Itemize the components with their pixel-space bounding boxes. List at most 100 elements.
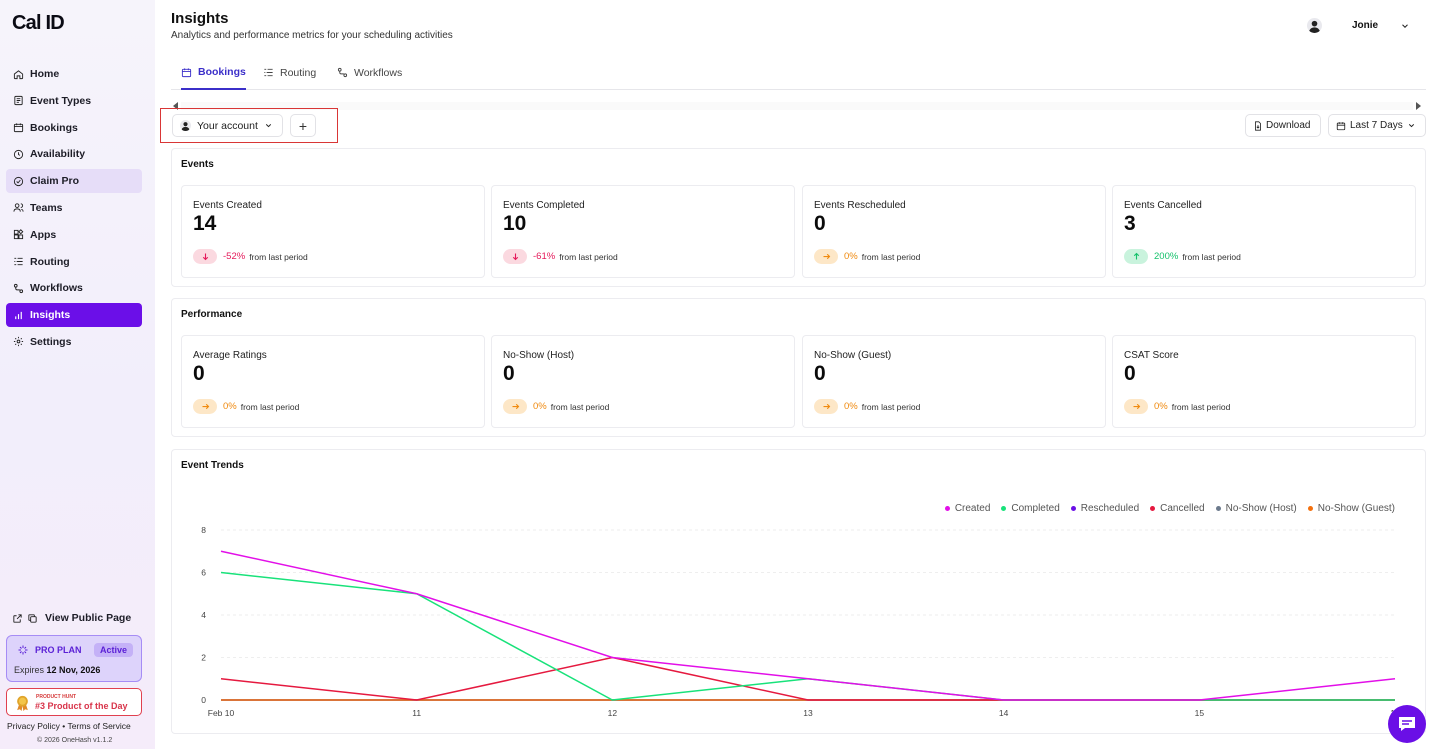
sidebar-item-label: Teams bbox=[30, 201, 63, 214]
stat-value: 0 bbox=[1124, 362, 1136, 385]
sidebar-item-label: Event Types bbox=[30, 94, 92, 107]
sidebar-item-settings[interactable]: Settings bbox=[6, 330, 142, 354]
stat-value: 3 bbox=[1124, 212, 1136, 235]
app-logo[interactable]: Cal ID bbox=[12, 12, 65, 34]
section-title: Events bbox=[181, 159, 214, 170]
x-tick-label: 15 bbox=[1195, 708, 1205, 718]
legend-dot bbox=[1150, 506, 1156, 511]
stat-pct: -52% bbox=[223, 251, 246, 262]
legend-item[interactable]: Rescheduled bbox=[1070, 503, 1139, 514]
sidebar-item-event-types[interactable]: Event Types bbox=[6, 89, 142, 113]
calendar-icon bbox=[1336, 121, 1346, 130]
stat-card-events-completed: Events Completed 10 -61% from last perio… bbox=[491, 185, 795, 278]
horizontal-scrollbar[interactable] bbox=[181, 102, 1413, 110]
user-name: Jonie bbox=[1352, 20, 1379, 31]
stat-delta: 0% from last period bbox=[814, 249, 920, 264]
performance-section: Performance Average Ratings 0 0% from la… bbox=[171, 298, 1426, 437]
workflow-icon bbox=[337, 67, 348, 78]
sidebar-item-home[interactable]: Home bbox=[6, 62, 142, 86]
plan-status-badge: Active bbox=[93, 643, 133, 657]
tab-workflows[interactable]: Workflows bbox=[337, 56, 402, 89]
copy-icon[interactable] bbox=[27, 613, 38, 624]
sidebar-item-teams[interactable]: Teams bbox=[6, 196, 142, 220]
scroll-right-arrow[interactable] bbox=[1416, 102, 1421, 110]
legend-item[interactable]: Completed bbox=[1001, 503, 1060, 514]
chat-support-button[interactable] bbox=[1388, 705, 1426, 743]
stat-value: 10 bbox=[503, 212, 527, 235]
user-menu[interactable]: Jonie bbox=[1307, 18, 1410, 33]
stat-label: Events Created bbox=[193, 200, 262, 211]
legend-item[interactable]: No-Show (Guest) bbox=[1307, 503, 1395, 514]
stat-value: 0 bbox=[503, 362, 515, 385]
stat-suffix: from last period bbox=[1171, 401, 1231, 412]
stat-value: 0 bbox=[193, 362, 205, 385]
external-link-icon bbox=[13, 613, 22, 623]
stat-label: Events Completed bbox=[503, 200, 585, 211]
arrow-down-icon bbox=[512, 253, 518, 261]
arrow-right-icon bbox=[202, 403, 209, 410]
arrow-up-icon bbox=[1133, 252, 1139, 260]
view-public-page-link[interactable]: View Public Page bbox=[12, 612, 131, 624]
stat-label: Events Rescheduled bbox=[814, 200, 906, 211]
stat-card-events-cancelled: Events Cancelled 3 200% from last period bbox=[1112, 185, 1416, 278]
avatar bbox=[180, 120, 191, 131]
y-tick-label: 0 bbox=[201, 695, 206, 705]
x-tick-label: 11 bbox=[412, 708, 421, 718]
trend-pill bbox=[503, 249, 527, 264]
stat-pct: 0% bbox=[844, 401, 858, 412]
legend-dot bbox=[1001, 506, 1007, 511]
x-tick-label: Feb 10 bbox=[208, 708, 235, 718]
sidebar-item-bookings[interactable]: Bookings bbox=[6, 116, 142, 140]
product-hunt-label: PRODUCT HUNT bbox=[36, 694, 76, 700]
download-icon bbox=[1255, 120, 1261, 131]
legend-item[interactable]: Cancelled bbox=[1150, 503, 1205, 514]
legend-item[interactable]: No-Show (Host) bbox=[1215, 503, 1297, 514]
download-button[interactable]: Download bbox=[1245, 114, 1321, 137]
date-range-dropdown[interactable]: Last 7 Days bbox=[1328, 114, 1426, 137]
add-filter-button[interactable]: + bbox=[290, 114, 316, 137]
account-filter-dropdown[interactable]: Your account bbox=[172, 114, 283, 137]
sidebar-item-availability[interactable]: Availability bbox=[6, 142, 142, 166]
legend-label: No-Show (Host) bbox=[1225, 503, 1297, 514]
stat-card-csat-score: CSAT Score 0 0% from last period bbox=[1112, 335, 1416, 428]
stat-value: 0 bbox=[814, 212, 826, 235]
trend-pill bbox=[814, 399, 838, 414]
stat-pct: 200% bbox=[1154, 251, 1179, 262]
tab-routing[interactable]: Routing bbox=[263, 56, 316, 89]
trend-pill bbox=[193, 399, 217, 414]
arrow-down-icon bbox=[202, 253, 208, 261]
scroll-left-arrow[interactable] bbox=[173, 102, 178, 110]
events-section: Events Events Created 14 -52% from last … bbox=[171, 148, 1426, 287]
tab-bookings[interactable]: Bookings bbox=[181, 56, 246, 90]
stat-pct: 0% bbox=[533, 401, 547, 412]
stat-suffix: from last period bbox=[550, 401, 610, 412]
event-types-icon bbox=[14, 96, 23, 106]
sidebar-item-apps[interactable]: Apps bbox=[6, 223, 142, 247]
sidebar-item-insights[interactable]: Insights bbox=[6, 303, 142, 328]
stat-suffix: from last period bbox=[249, 251, 308, 262]
trend-pill bbox=[814, 249, 838, 264]
highlight-box bbox=[160, 108, 338, 143]
footer-links[interactable]: Privacy Policy • Terms of Service bbox=[7, 721, 131, 731]
legend-label: Created bbox=[954, 503, 991, 514]
pro-plan-card[interactable]: PRO PLAN Active Expires 12 Nov, 2026 bbox=[6, 635, 142, 682]
sidebar-nav: Home Event Types Bookings Availability C… bbox=[6, 62, 142, 357]
users-icon bbox=[13, 203, 24, 213]
y-tick-label: 4 bbox=[201, 610, 206, 620]
copyright: © 2026 OneHash v1.1.2 bbox=[37, 737, 113, 744]
arrow-right-icon bbox=[823, 403, 830, 410]
sidebar-item-claim-pro[interactable]: Claim Pro bbox=[6, 169, 142, 194]
arrow-right-icon bbox=[1133, 403, 1140, 410]
chart-title: Event Trends bbox=[181, 460, 244, 471]
sidebar-item-routing[interactable]: Routing bbox=[6, 250, 142, 274]
event-trends-section: Event Trends Created Completed Rescheduled… bbox=[171, 449, 1426, 734]
legend-dot bbox=[1215, 506, 1221, 511]
sidebar: Cal ID Home Event Types Bookings Availab… bbox=[0, 0, 155, 749]
legend-dot bbox=[1307, 506, 1313, 511]
sidebar-item-workflows[interactable]: Workflows bbox=[6, 276, 142, 300]
legend-label: No-Show (Guest) bbox=[1317, 503, 1395, 514]
legend-label: Completed bbox=[1011, 503, 1060, 514]
product-hunt-badge[interactable]: PRODUCT HUNT #3 Product of the Day bbox=[6, 688, 142, 716]
legend-item[interactable]: Created bbox=[944, 503, 991, 514]
